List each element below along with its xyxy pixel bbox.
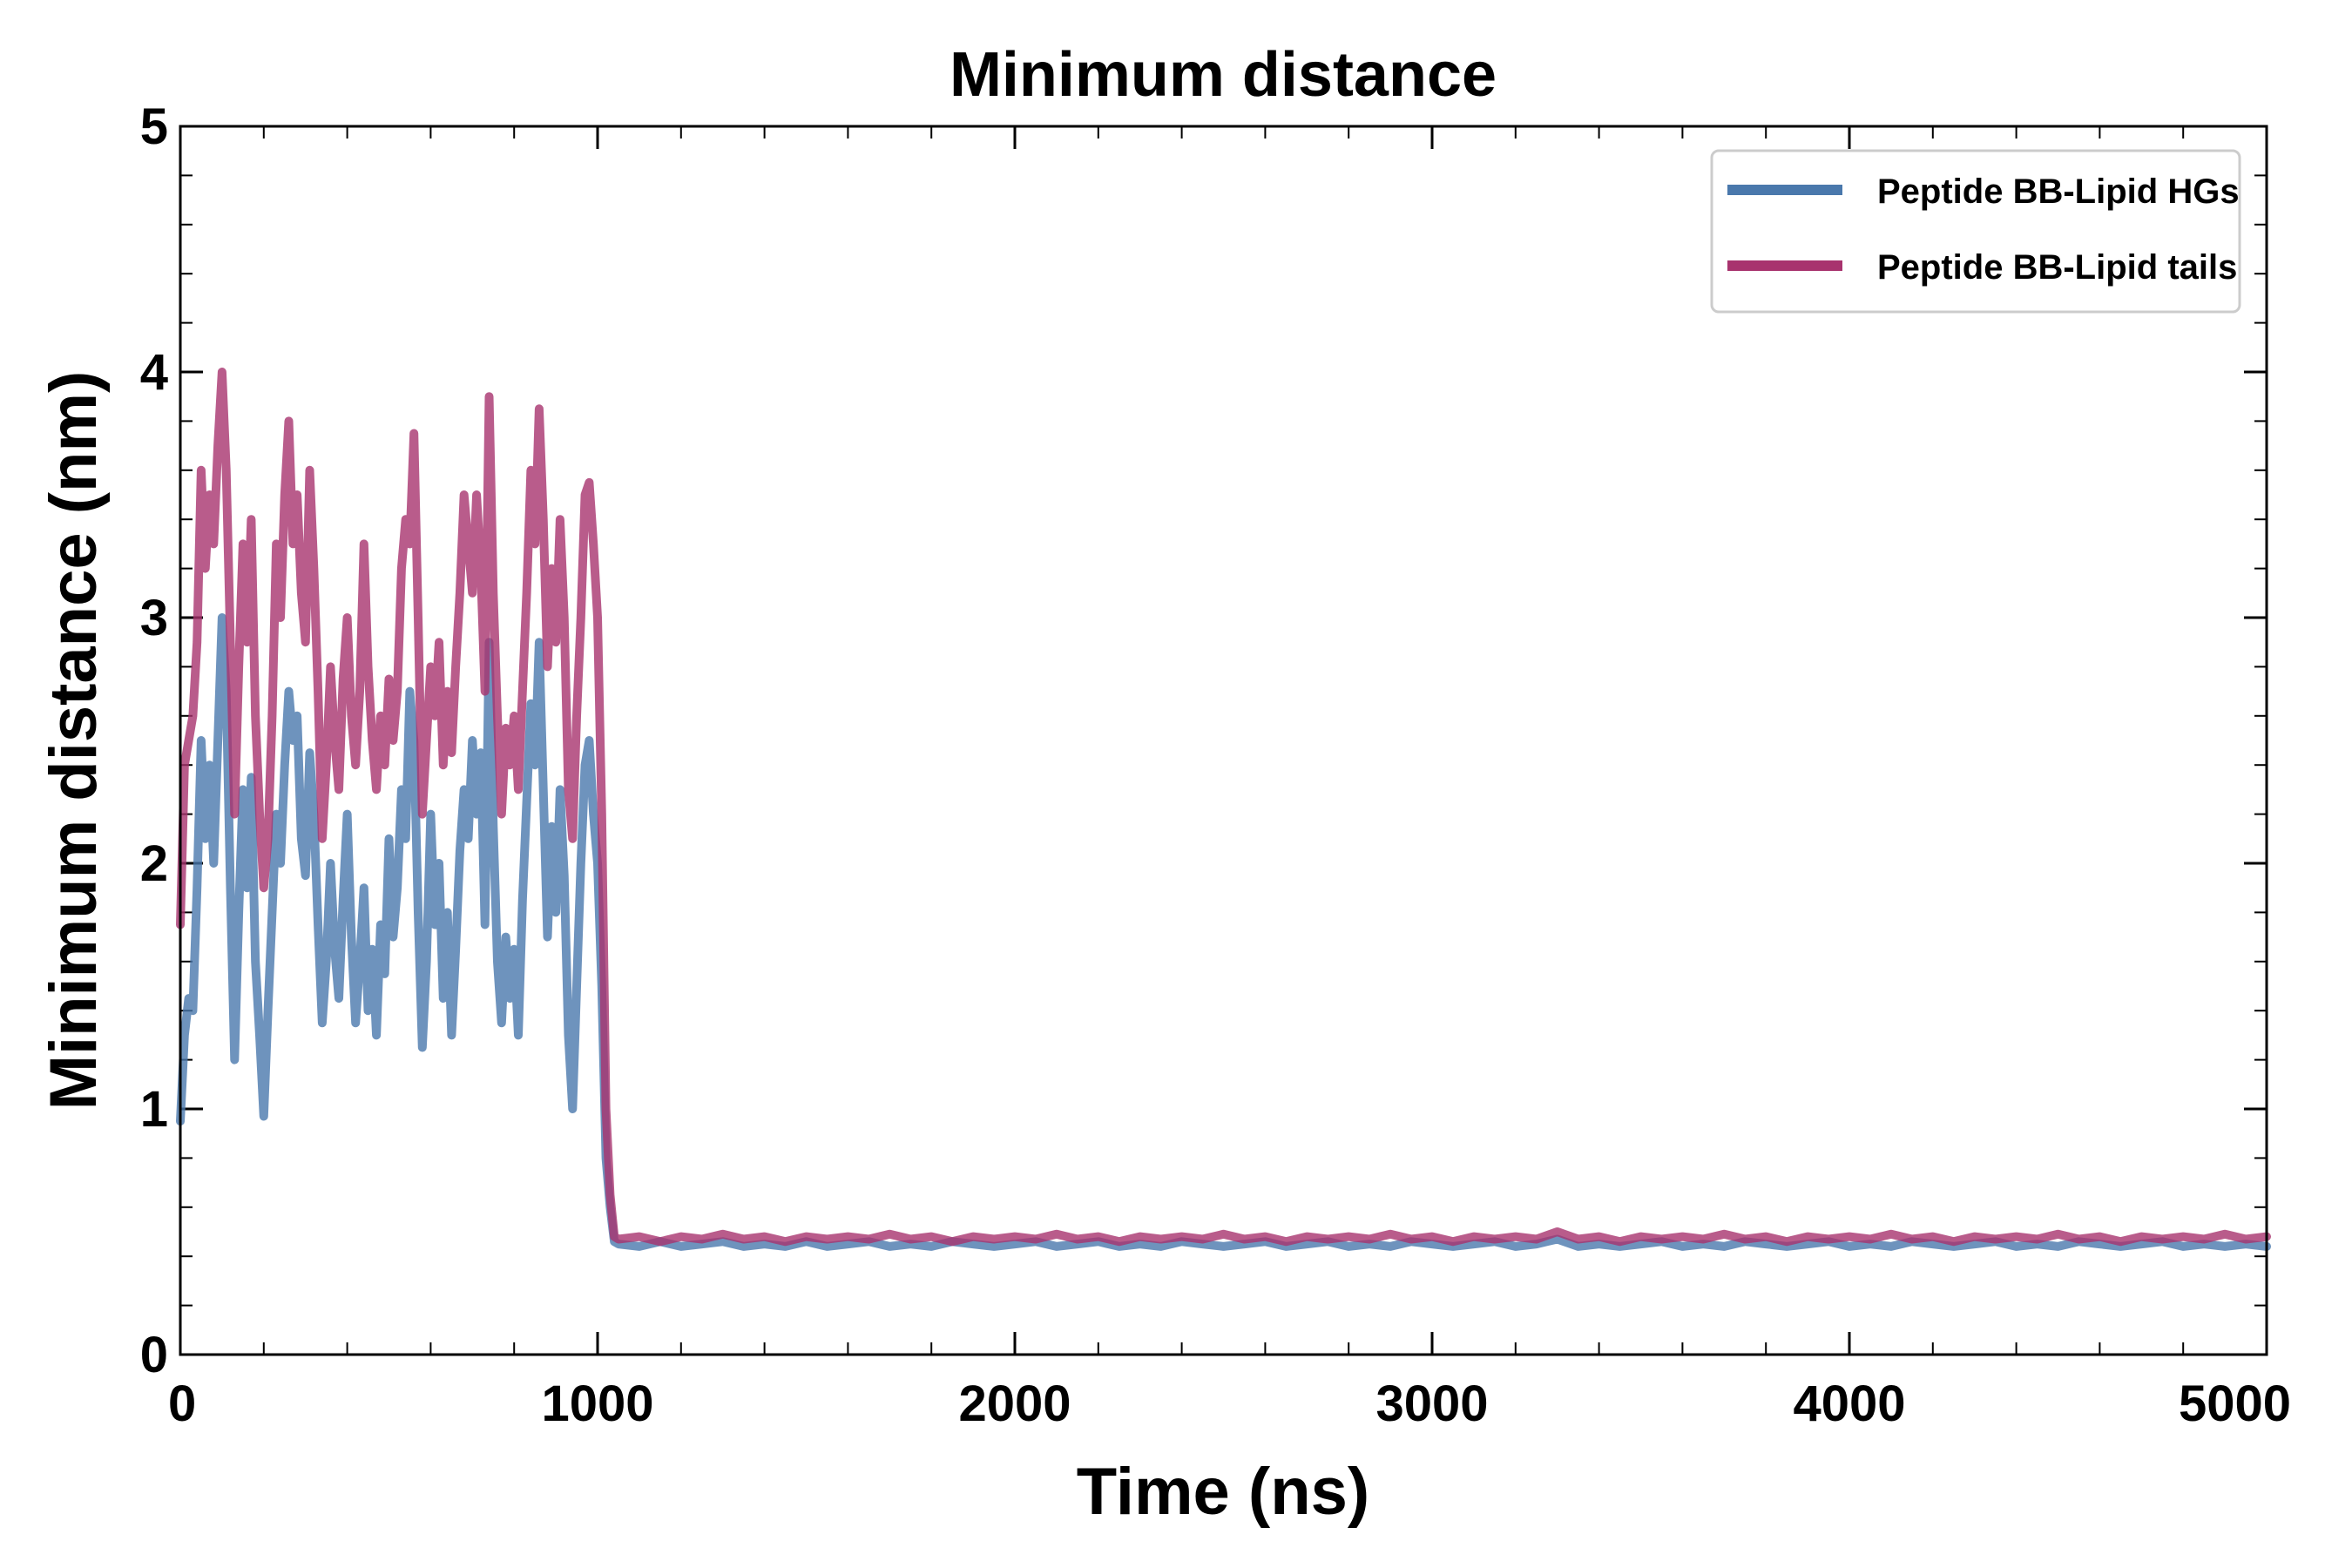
y-tick-label: 1: [140, 1081, 168, 1138]
y-tick-label: 5: [140, 98, 168, 155]
y-axis-label: Minimum distance (nm): [37, 371, 111, 1111]
plot-frame: [179, 125, 2268, 1356]
legend-label-tails: Peptide BB-Lipid tails: [1877, 248, 2237, 287]
x-tick-label: 4000: [1793, 1375, 1905, 1432]
series-line-peptide-bb-lipid-tails: [176, 368, 2271, 1247]
x-tick-label: 0: [168, 1375, 196, 1432]
x-tick-labels: 0 1000 2000 3000 4000 5000: [168, 1375, 2291, 1432]
legend-box: [1710, 149, 2241, 314]
legend-label-hgs: Peptide BB-Lipid HGs: [1877, 172, 2240, 211]
y-tick-label: 3: [140, 590, 168, 646]
y-tick-label: 4: [140, 344, 168, 401]
minor-ticks: [179, 125, 2268, 1355]
x-tick-label: 5000: [2179, 1375, 2291, 1432]
legend: Peptide BB-Lipid HGs Peptide BB-Lipid ta…: [1710, 149, 2241, 314]
series-line-peptide-bb-lipid-hgs: [176, 613, 2271, 1251]
x-tick-label: 1000: [541, 1375, 653, 1432]
y-tick-labels: 0 1 2 3 4 5: [140, 98, 168, 1383]
y-tick-label: 2: [140, 835, 168, 892]
x-tick-label: 2000: [958, 1375, 1071, 1432]
x-axis-label: Time (ns): [1077, 1455, 1369, 1529]
x-tick-label: 3000: [1375, 1375, 1488, 1432]
chart-title: Minimum distance: [950, 40, 1497, 110]
series-lines: [176, 368, 2271, 1251]
y-tick-label: 0: [140, 1327, 168, 1383]
